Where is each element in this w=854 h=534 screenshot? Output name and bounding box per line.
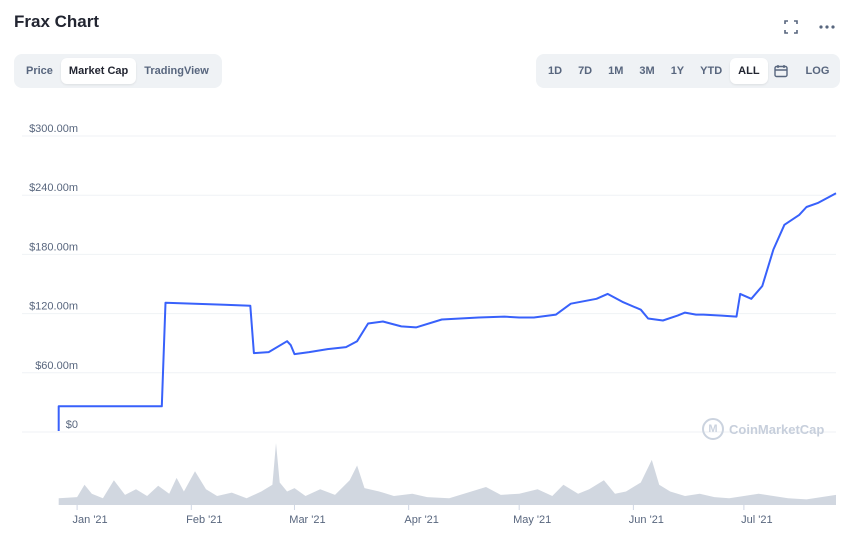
y-tick-label: $120.00m bbox=[29, 301, 78, 313]
tab-market-cap[interactable]: Market Cap bbox=[60, 58, 137, 84]
x-tick-label: Feb '21 bbox=[186, 514, 222, 526]
line-layer bbox=[57, 192, 837, 431]
y-axis-labels: $0 $60.00m $120.00m $180.00m $240.00m $300.00… bbox=[29, 123, 78, 431]
y-tick-label: $300.00m bbox=[29, 123, 78, 135]
x-tick-label: Jan '21 bbox=[73, 514, 108, 526]
calendar-glyph bbox=[773, 65, 788, 78]
tab-tradingview[interactable]: TradingView bbox=[144, 65, 209, 77]
range-1m[interactable]: 1M bbox=[608, 65, 624, 77]
range-all[interactable]: ALL bbox=[730, 58, 768, 84]
range-1d[interactable]: 1D bbox=[548, 65, 563, 77]
y-tick-label: $180.00m bbox=[29, 241, 78, 253]
y-tick-label: $60.00m bbox=[35, 360, 78, 372]
x-tick-label: Jul '21 bbox=[741, 514, 772, 526]
x-tick-label: Mar '21 bbox=[289, 514, 325, 526]
fullscreen-glyph bbox=[784, 20, 798, 34]
x-tick-label: Jun '21 bbox=[629, 514, 664, 526]
range-1y[interactable]: 1Y bbox=[670, 65, 685, 77]
range-ytd[interactable]: YTD bbox=[700, 65, 723, 77]
range-3m[interactable]: 3M bbox=[639, 65, 655, 77]
grid-lines bbox=[22, 135, 836, 433]
x-axis-labels: Jan '21 Feb '21 Mar '21 Apr '21 May '21 Jun '… bbox=[73, 505, 773, 526]
fullscreen-icon[interactable] bbox=[780, 16, 802, 38]
y-tick-label: $0 bbox=[66, 419, 78, 431]
volume-area bbox=[58, 443, 837, 505]
range-7d[interactable]: 7D bbox=[578, 65, 593, 77]
log-toggle[interactable]: LOG bbox=[805, 65, 830, 77]
tab-price[interactable]: Price bbox=[26, 65, 53, 77]
chart-title: Frax Chart bbox=[14, 12, 100, 31]
y-tick-label: $240.00m bbox=[29, 182, 78, 194]
watermark: M CoinMarketCap bbox=[702, 418, 824, 440]
market-cap-line bbox=[57, 192, 837, 431]
x-tick-label: May '21 bbox=[513, 514, 551, 526]
coinmarketcap-logo-icon: M bbox=[702, 418, 724, 440]
volume-bars bbox=[58, 443, 837, 505]
watermark-text: CoinMarketCap bbox=[729, 421, 825, 437]
calendar-icon[interactable] bbox=[768, 58, 794, 84]
x-tick-label: Apr '21 bbox=[404, 514, 439, 526]
range-tabs: 1D 7D 1M 3M 1Y YTD ALL LOG bbox=[536, 54, 840, 88]
more-glyph bbox=[819, 25, 835, 29]
view-tabs: Price Market Cap TradingView bbox=[14, 54, 222, 88]
more-icon[interactable] bbox=[816, 16, 838, 38]
